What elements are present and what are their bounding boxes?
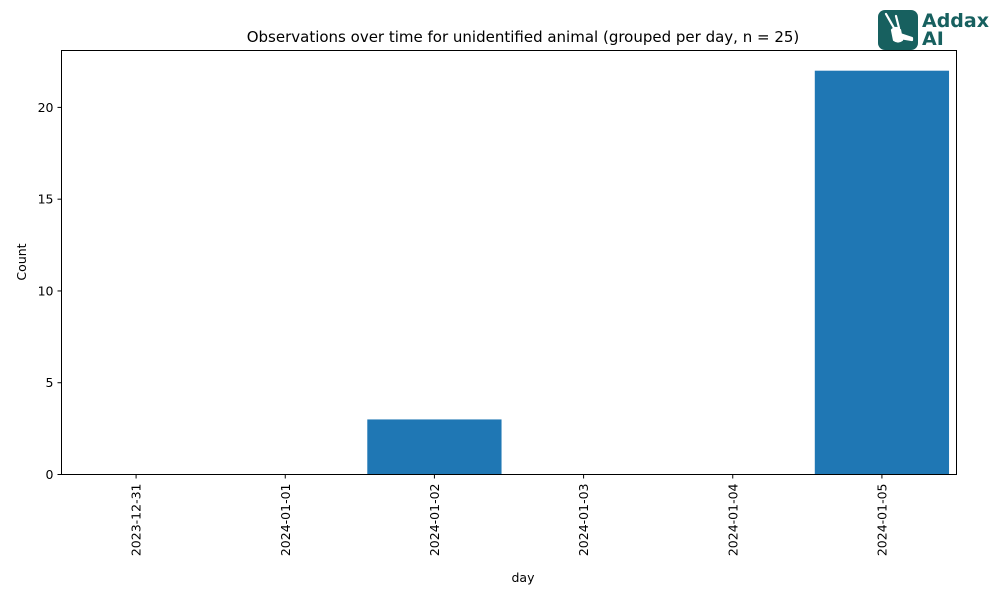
x-tick-label-2024-01-03: 2024-01-03 (576, 484, 591, 557)
bar-2024-01-02 (367, 419, 502, 475)
y-tick-label-0: 0 (46, 467, 54, 482)
y-axis-label: Count (14, 243, 29, 280)
x-tick-label-2023-12-31: 2023-12-31 (129, 484, 144, 557)
plot-frame (61, 50, 957, 475)
chart-title: Observations over time for unidentified … (247, 28, 800, 46)
y-axis: 0 5 10 15 20 (38, 100, 62, 482)
x-tick-label-2024-01-04: 2024-01-04 (725, 483, 740, 556)
logo-text-line2: AI (922, 28, 944, 50)
x-axis-label: day (512, 570, 536, 585)
y-tick-label-15: 15 (38, 192, 54, 207)
x-tick-label-2024-01-05: 2024-01-05 (874, 484, 889, 557)
y-tick-label-20: 20 (38, 100, 54, 115)
bar-2024-01-05 (814, 70, 950, 475)
y-tick-label-5: 5 (46, 375, 54, 390)
x-tick-label-2024-01-01: 2024-01-01 (278, 484, 293, 557)
x-axis: 2023-12-31 2024-01-01 2024-01-02 2024-01-03… (129, 474, 889, 557)
y-tick-label-10: 10 (38, 283, 54, 298)
logo-text-line1: Addax (922, 10, 989, 32)
x-tick-label-2024-01-02: 2024-01-02 (427, 484, 442, 557)
bars-group (367, 70, 950, 475)
antelope-icon (878, 10, 918, 50)
addax-ai-logo: Addax AI (878, 10, 994, 52)
